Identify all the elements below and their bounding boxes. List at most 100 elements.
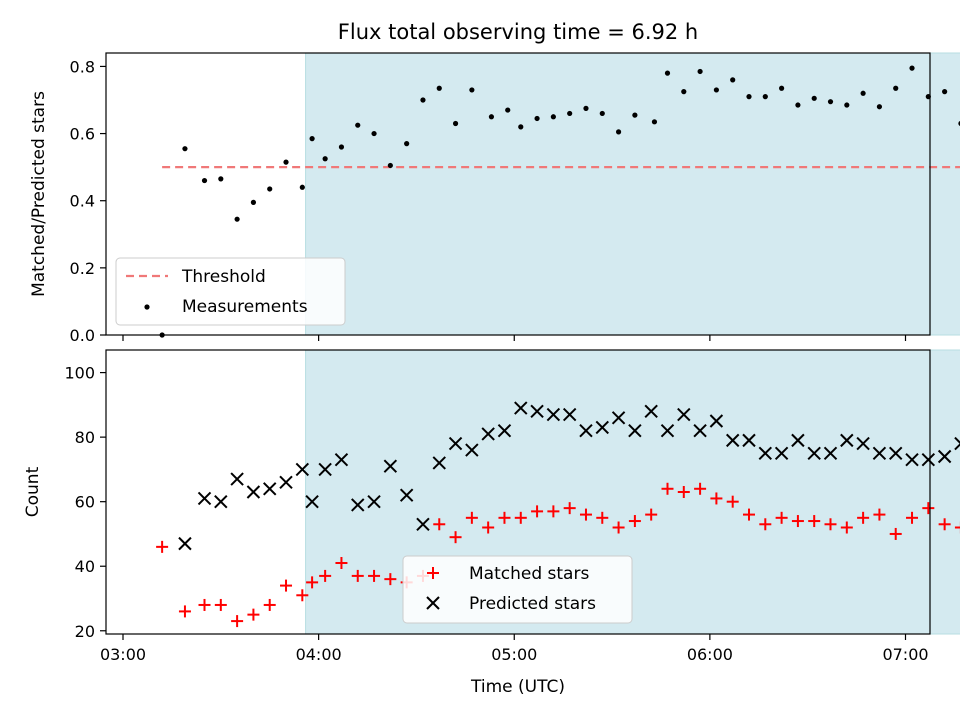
- matched-star-point: [482, 521, 495, 534]
- measurement-point: [681, 89, 687, 95]
- matched-star-point: [661, 482, 674, 495]
- measurement-point: [338, 144, 345, 150]
- predicted-star-point: [693, 423, 707, 438]
- x-tick-label: 04:00: [296, 645, 342, 664]
- matched-star-point: [214, 598, 227, 611]
- matched-star-point: [743, 508, 755, 521]
- matched-star-point: [433, 518, 446, 531]
- y-tick-label: 0.8: [70, 57, 95, 76]
- predicted-star-point: [334, 453, 349, 467]
- measurement-point: [371, 130, 377, 137]
- matched-star-point: [231, 615, 244, 628]
- predicted-star-point: [214, 494, 228, 509]
- matched-star-point: [351, 569, 364, 582]
- predicted-star-point: [840, 433, 854, 448]
- measurement-point: [664, 70, 671, 76]
- predicted-star-point: [514, 401, 528, 415]
- measurement-point: [893, 85, 899, 91]
- predicted-star-point: [921, 453, 936, 467]
- measurement-point: [234, 216, 240, 222]
- y-tick-label: 0.0: [70, 326, 95, 345]
- y-tick-label: 0.6: [70, 125, 95, 144]
- measurement-point: [182, 146, 188, 152]
- bottom-legend: Matched stars Predicted stars: [402, 555, 633, 624]
- predicted-star-point: [628, 423, 642, 438]
- matched-star-point: [677, 486, 690, 498]
- matched-star-point: [498, 511, 511, 524]
- measurement-point: [567, 110, 573, 117]
- top-legend: Threshold Measurements: [115, 257, 346, 326]
- top-axes-frame: [105, 52, 931, 336]
- y-tick-label: 0.2: [70, 259, 95, 278]
- measurement-point: [795, 102, 801, 108]
- measurement-point: [505, 107, 511, 113]
- predicted-star-point: [530, 404, 544, 419]
- matched-star-point: [368, 569, 381, 582]
- measurement-point: [469, 87, 475, 93]
- measurement-point: [250, 199, 257, 205]
- measurement-point: [488, 114, 495, 120]
- measurement-point: [697, 68, 703, 75]
- matched-star-point: [824, 518, 837, 531]
- measurement-point: [713, 87, 719, 93]
- predicted-star-point: [178, 536, 192, 551]
- matched-star-point: [280, 579, 293, 592]
- bottom-legend-box: [402, 555, 633, 624]
- measurement-point: [436, 85, 442, 91]
- measurement-point: [201, 177, 208, 184]
- matched-star-point: [465, 511, 478, 524]
- measurement-point: [309, 136, 315, 142]
- measurement-point: [267, 186, 273, 192]
- matched-star-point: [857, 511, 870, 524]
- legend-measurements-swatch: [144, 304, 150, 310]
- predicted-star-point: [305, 494, 319, 509]
- matched-star-point: [449, 531, 462, 544]
- predicted-star-point: [725, 433, 740, 448]
- matched-star-point: [612, 521, 625, 534]
- predicted-star-point: [595, 420, 609, 435]
- matched-star-point: [710, 492, 723, 505]
- legend-predicted-swatch: [426, 596, 440, 610]
- measurement-point: [730, 77, 736, 83]
- predicted-star-point: [448, 436, 463, 451]
- predicted-star-point: [295, 462, 310, 477]
- matched-star-point: [645, 508, 658, 521]
- predicted-star-point: [279, 475, 293, 490]
- measurement-point: [811, 95, 817, 101]
- measurement-point: [599, 110, 605, 117]
- top-panel: 0.00.20.40.60.8 Matched/Predicted stars …: [29, 52, 960, 345]
- matched-star-point: [563, 502, 576, 515]
- predicted-star-point: [263, 482, 277, 496]
- bottom-x-axis-ticks: 03:0004:0005:0006:0007:0008:0009:0010:00…: [100, 634, 929, 664]
- measurement-point: [387, 162, 393, 169]
- x-tick-label: 07:00: [882, 645, 928, 664]
- y-tick-label: 60: [75, 493, 95, 512]
- matched-star-point: [531, 505, 544, 518]
- matched-star-point: [596, 511, 609, 524]
- predicted-star-point: [954, 436, 960, 451]
- measurement-point: [860, 90, 866, 96]
- predicted-star-point: [791, 433, 805, 448]
- measurement-point: [942, 89, 948, 95]
- measurement-point: [283, 159, 289, 165]
- matched-star-point: [178, 605, 191, 618]
- matched-star-point: [922, 502, 935, 515]
- predicted-star-point: [318, 462, 332, 477]
- measurement-point: [632, 112, 638, 118]
- top-x-axis-ticks: [122, 335, 907, 341]
- measurement-point: [844, 102, 850, 108]
- predicted-star-point: [872, 446, 887, 460]
- predicted-star-point: [546, 407, 561, 422]
- predicted-star-point: [807, 446, 821, 460]
- matched-star-point: [335, 557, 348, 569]
- y-tick-label: 80: [75, 428, 95, 447]
- top-legend-box: [115, 257, 346, 326]
- predicted-star-point: [432, 456, 446, 470]
- predicted-star-point: [399, 488, 414, 502]
- predicted-star-point: [774, 446, 789, 460]
- predicted-star-point: [937, 449, 952, 464]
- legend-measurements-label: Measurements: [182, 297, 308, 317]
- legend-threshold-label: Threshold: [181, 267, 266, 287]
